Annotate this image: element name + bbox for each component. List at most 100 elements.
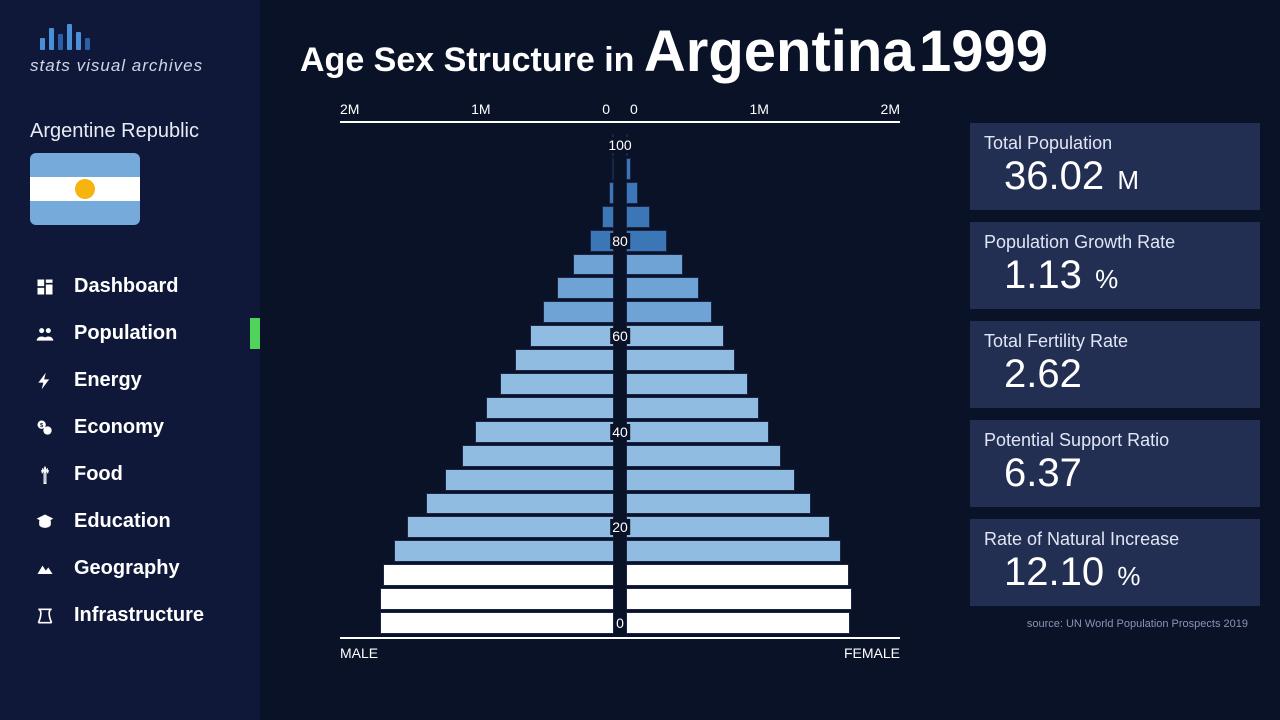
stats-panel: Total Population36.02 M Population Growth… [970, 95, 1260, 720]
stat-unit: M [1110, 165, 1139, 195]
sidebar-item-energy[interactable]: Energy [0, 357, 260, 404]
title-country: Argentina [644, 19, 915, 84]
sidebar-item-infrastructure[interactable]: Infrastructure [0, 592, 260, 639]
y-tick: 20 [610, 519, 630, 535]
female-bar [626, 588, 852, 610]
stat-card: Rate of Natural Increase12.10 % [970, 519, 1260, 606]
female-bar [626, 158, 631, 180]
stat-label: Potential Support Ratio [984, 430, 1246, 451]
male-bar [573, 254, 614, 276]
female-bar [626, 397, 759, 419]
sidebar-item-population[interactable]: Population [0, 310, 260, 357]
pyramid-row [330, 348, 910, 372]
pyramid-row [330, 492, 910, 516]
sidebar-item-label: Economy [74, 416, 164, 439]
population-icon [34, 324, 56, 344]
female-bar [626, 516, 830, 538]
male-bar [383, 564, 614, 586]
male-bar [426, 493, 614, 515]
stat-unit: % [1088, 264, 1118, 294]
pyramid-row [330, 181, 910, 205]
female-bar [626, 493, 811, 515]
sidebar-item-economy[interactable]: $ Economy [0, 404, 260, 451]
education-icon [34, 512, 56, 532]
y-tick: 100 [606, 137, 633, 153]
male-bar [486, 397, 614, 419]
energy-icon [34, 371, 56, 391]
male-bar [612, 158, 614, 180]
pyramid-row [330, 563, 910, 587]
brand-text: stats visual archives [30, 56, 240, 76]
source-text: source: UN World Population Prospects 20… [970, 618, 1260, 630]
stat-card: Potential Support Ratio6.37 [970, 420, 1260, 507]
stat-card: Total Fertility Rate2.62 [970, 321, 1260, 408]
sidebar-item-label: Education [74, 510, 171, 533]
stat-label: Rate of Natural Increase [984, 529, 1246, 550]
stat-value: 2.62 [984, 352, 1246, 396]
x-axis-top: 2M1M0 01M2M [330, 101, 910, 117]
sidebar-item-label: Food [74, 463, 123, 486]
chart-panel: 2M1M0 01M2M 020406080100 MALE FEMALE [290, 95, 950, 720]
male-bar [445, 469, 614, 491]
pyramid-row [330, 372, 910, 396]
sidebar-item-food[interactable]: Food [0, 451, 260, 498]
male-bar [543, 301, 614, 323]
male-bar [407, 516, 614, 538]
y-tick: 60 [610, 328, 630, 344]
food-icon [34, 465, 56, 485]
country-block: Argentine Republic [0, 92, 260, 245]
axis-bottom-line [340, 637, 900, 639]
male-bar [462, 445, 614, 467]
stat-label: Total Population [984, 133, 1246, 154]
x-tick: 0 [630, 101, 638, 117]
geography-icon [34, 559, 56, 579]
female-bar [626, 349, 735, 371]
stat-label: Total Fertility Rate [984, 331, 1246, 352]
stat-card: Population Growth Rate1.13 % [970, 222, 1260, 309]
x-tick: 1M [471, 101, 490, 117]
pyramid-row [330, 157, 910, 181]
sidebar-item-label: Geography [74, 557, 180, 580]
pyramid-row [330, 300, 910, 324]
sidebar-item-label: Infrastructure [74, 604, 204, 627]
male-bar [380, 588, 614, 610]
stat-value: 12.10 % [984, 550, 1246, 594]
female-label: FEMALE [844, 645, 900, 661]
sidebar: stats visual archives Argentine Republic… [0, 0, 260, 720]
stat-value: 36.02 M [984, 154, 1246, 198]
pyramid-row [330, 468, 910, 492]
y-tick: 80 [610, 233, 630, 249]
female-bar [626, 445, 781, 467]
female-bar [626, 206, 650, 228]
female-bar [626, 277, 699, 299]
title-prefix: Age Sex Structure in [300, 41, 644, 79]
male-bar [515, 349, 614, 371]
x-tick: 2M [881, 101, 900, 117]
female-bar [626, 564, 849, 586]
sidebar-item-label: Dashboard [74, 275, 178, 298]
male-bar [602, 206, 614, 228]
female-bar [626, 182, 638, 204]
nav: Dashboard Population Energy $ Economy Food Edu… [0, 263, 260, 639]
sidebar-item-label: Energy [74, 369, 142, 392]
main: Age Sex Structure in Argentina 1999 2M1M… [260, 0, 1280, 720]
economy-icon: $ [34, 418, 56, 438]
female-bar [626, 540, 841, 562]
dashboard-icon [34, 277, 56, 297]
male-bar [380, 612, 614, 634]
female-bar [626, 612, 850, 634]
male-bar [609, 182, 614, 204]
female-bar [626, 301, 712, 323]
y-tick: 0 [614, 615, 626, 631]
brand-logo: stats visual archives [0, 20, 260, 92]
sidebar-item-dashboard[interactable]: Dashboard [0, 263, 260, 310]
female-bar [626, 254, 683, 276]
pyramid-row [330, 253, 910, 277]
female-bar [626, 469, 795, 491]
x-tick: 2M [340, 101, 359, 117]
sidebar-item-geography[interactable]: Geography [0, 545, 260, 592]
pyramid-row [330, 396, 910, 420]
sidebar-item-education[interactable]: Education [0, 498, 260, 545]
pyramid-row [330, 276, 910, 300]
y-tick: 40 [610, 424, 630, 440]
